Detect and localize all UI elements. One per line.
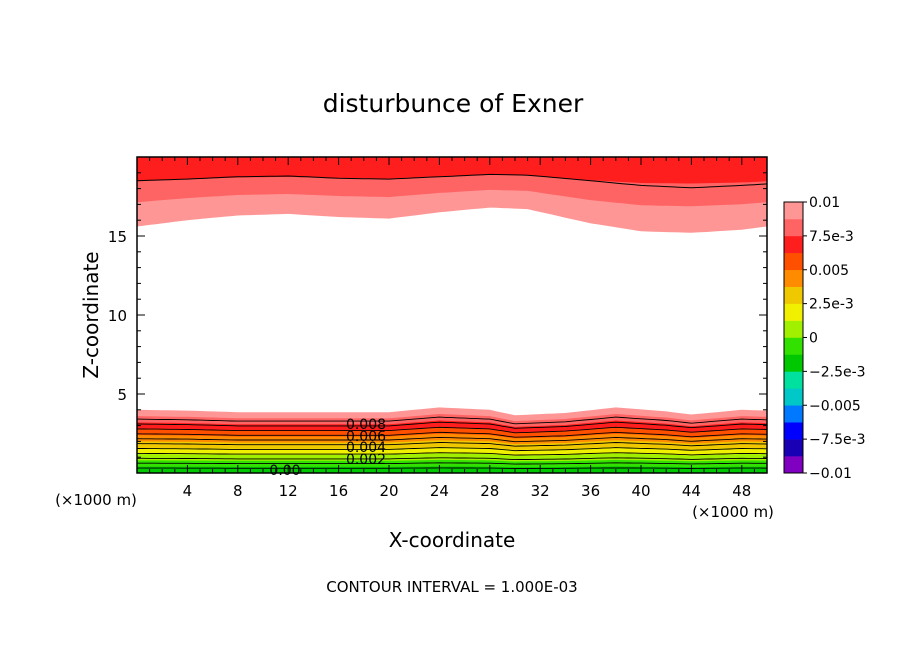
colorbar-swatch [784,354,803,372]
upper-contour-line [137,173,767,189]
colorbar-swatch [784,202,803,220]
y-tick-label: 5 [117,386,127,404]
colorbar-swatch [784,235,803,254]
lower-contour-line [137,426,767,434]
colorbar-swatch [784,439,803,457]
colorbar-swatch [784,337,803,355]
lower-contour-line [137,421,767,429]
colorbar-label: 0.005 [809,263,849,279]
colorbar-label: 7.5e-3 [809,229,854,245]
x-tick-label: 36 [581,482,600,500]
x-tick-label: 32 [531,482,550,500]
contour-interval-note: CONTOUR INTERVAL = 1.000E-03 [326,578,577,596]
colorbar-label: 2.5e-3 [809,297,854,313]
lower-contour-line [137,416,767,425]
lower-contour-line [137,431,767,438]
x-tick-label: 24 [430,482,449,500]
colorbar-label: 0.01 [809,195,840,211]
colorbar-label: −2.5e-3 [809,364,866,380]
colorbar-swatch [784,286,803,304]
contour-label: 0.00 [269,463,300,479]
colorbar-label: −0.005 [809,398,861,414]
lower-contour-line [137,467,767,469]
colorbar-swatch [784,269,803,287]
x-tick-label: 20 [379,482,398,500]
lower-contour-line [137,462,767,465]
contour-label: 0.002 [346,452,386,468]
colorbar-swatch [784,218,803,237]
x-tick-label: 8 [233,482,243,500]
y-axis-label: Z-coordinate [79,251,103,378]
lower-contour-line [137,447,767,452]
colorbar-label: −0.01 [809,466,852,482]
colorbar-swatch [784,303,803,321]
colorbar: 0.01 7.5e-3 0.005 2.5e-3 0 −2.5e-3 −0.005 −7.5e… [783,195,866,482]
y-tick-label: 15 [108,228,127,246]
x-tick-label: 4 [183,482,193,500]
lower-contour-line [137,452,767,456]
colorbar-swatch [784,371,803,389]
colorbar-swatch [784,422,803,440]
contour-label: 0.004 [346,440,386,456]
chart-title: disturbunce of Exner [323,89,584,118]
lower-contour-line [137,436,767,443]
lower-contour-line [137,457,767,461]
x-tick-label: 12 [279,482,298,500]
x-tick-label: 16 [329,482,348,500]
y-tick-label: 10 [108,307,127,325]
upper-fill-band [137,157,767,184]
contour-label: 0.006 [346,429,386,445]
contour-label: 0.008 [346,417,386,433]
x-tick-label: 44 [682,482,701,500]
colorbar-label: −7.5e-3 [809,432,866,448]
colorbar-swatch [784,405,803,423]
colorbar-label: 0 [809,331,818,347]
x-unit-label-right: (×1000 m) [692,503,774,521]
lower-contour-line [137,442,767,447]
colorbar-swatch [784,320,803,338]
x-unit-label-left: (×1000 m) [55,491,137,509]
colorbar-swatch [784,388,803,406]
x-tick-label: 28 [480,482,499,500]
contour-lines [137,173,767,469]
x-tick-label: 40 [631,482,650,500]
x-axis-label: X-coordinate [389,528,516,552]
colorbar-swatch [784,456,803,474]
colorbar-swatch [784,252,803,271]
x-tick-label: 48 [732,482,751,500]
